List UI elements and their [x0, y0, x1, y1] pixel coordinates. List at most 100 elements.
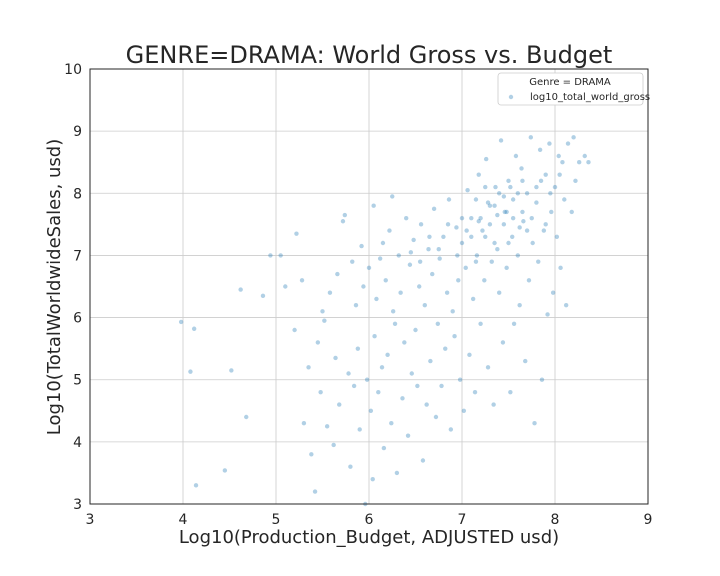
x-axis-label: Log10(Production_Budget, ADJUSTED usd) [179, 527, 559, 548]
data-point [315, 340, 321, 345]
data-point [398, 290, 403, 295]
data-point [476, 219, 481, 224]
data-point [492, 203, 497, 208]
data-point [461, 408, 467, 413]
data-point [359, 243, 364, 249]
y-tick-labels: 3 4 5 6 7 8 9 10 [64, 62, 82, 513]
data-point [400, 396, 405, 401]
data-point [582, 153, 587, 159]
data-point [402, 340, 407, 345]
data-point [473, 259, 479, 264]
data-point [529, 215, 534, 221]
data-point [478, 215, 483, 221]
data-point [392, 321, 398, 326]
gridlines [89, 68, 649, 505]
data-point [550, 290, 556, 295]
data-point [548, 191, 553, 196]
data-point [337, 402, 342, 407]
data-point [340, 219, 346, 224]
legend-marker [508, 94, 514, 100]
data-point [532, 421, 537, 426]
y-tick-label: 7 [73, 248, 82, 264]
data-point [335, 271, 340, 277]
data-point [565, 141, 571, 146]
x-tick-label: 6 [365, 512, 374, 528]
data-point [327, 290, 333, 295]
data-point [459, 215, 465, 221]
data-point [526, 278, 532, 283]
data-point [539, 377, 545, 382]
data-point [502, 209, 507, 215]
data-point [322, 318, 327, 323]
data-point [260, 293, 266, 299]
data-point [383, 278, 388, 283]
data-point [309, 452, 314, 457]
data-point [411, 237, 416, 243]
x-tick-label: 3 [86, 512, 95, 528]
x-tick-label: 9 [644, 512, 653, 528]
data-point [571, 135, 576, 140]
data-point [299, 278, 305, 283]
data-point [510, 234, 515, 239]
data-point [312, 489, 318, 494]
data-point [437, 256, 442, 261]
data-point [394, 470, 400, 476]
data-point [396, 253, 401, 258]
data-point [294, 231, 299, 236]
x-tick-labels: 3 4 5 6 7 8 9 [86, 512, 653, 528]
data-point [368, 408, 374, 413]
data-point [350, 259, 355, 264]
data-point [430, 271, 435, 277]
data-point [520, 209, 525, 215]
y-tick-label: 3 [73, 497, 82, 513]
data-point [372, 334, 377, 339]
data-point [390, 309, 396, 314]
data-point [487, 203, 493, 208]
y-tick-label: 5 [73, 373, 82, 389]
data-point [380, 240, 386, 246]
data-point [357, 427, 362, 432]
data-point [238, 287, 243, 292]
data-point [491, 402, 496, 407]
data-point [355, 346, 361, 351]
plot-frame [89, 68, 649, 505]
x-tick-label: 8 [551, 512, 560, 528]
data-point [483, 234, 488, 239]
data-point [452, 334, 457, 339]
data-point [415, 383, 420, 389]
data-point [576, 160, 582, 165]
data-point [556, 153, 561, 159]
data-point [476, 172, 481, 177]
data-point [480, 228, 485, 233]
data-point [487, 222, 493, 227]
data-point [543, 222, 548, 227]
data-point [426, 247, 431, 252]
data-point [483, 156, 489, 162]
data-point [524, 191, 530, 196]
data-point [472, 389, 478, 395]
data-point [557, 172, 562, 177]
data-point [435, 321, 441, 326]
data-point [424, 402, 429, 407]
data-point [501, 194, 507, 199]
data-point [474, 253, 480, 258]
data-point [374, 296, 379, 302]
data-point [537, 147, 543, 152]
data-point [508, 389, 513, 395]
data-point [446, 197, 452, 202]
data-point [301, 421, 307, 426]
data-point [465, 187, 470, 193]
data-point [292, 327, 297, 333]
data-point [463, 265, 468, 271]
data-point [519, 166, 524, 171]
data-point [464, 228, 469, 233]
data-point [418, 222, 424, 227]
data-point [454, 225, 459, 230]
data-point [485, 365, 491, 370]
data-point [504, 209, 509, 215]
data-point [318, 389, 323, 395]
data-point [346, 371, 351, 376]
data-point [485, 200, 491, 205]
data-point [536, 259, 541, 264]
